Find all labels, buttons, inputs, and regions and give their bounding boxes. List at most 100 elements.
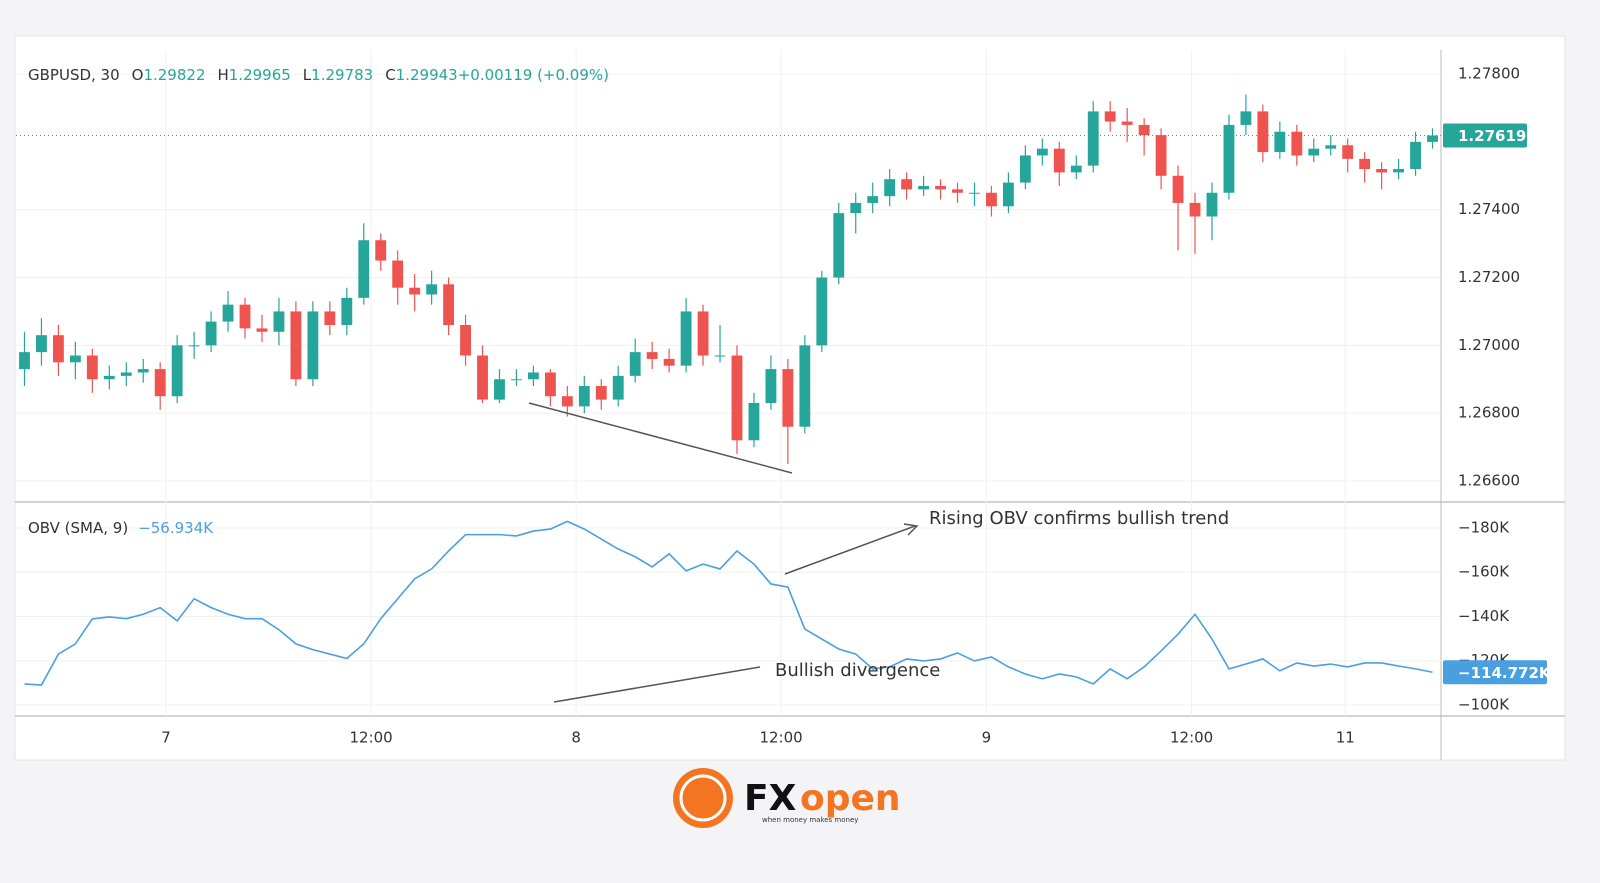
y-tick-label: 1.27800 bbox=[1458, 65, 1520, 83]
trend-arrow bbox=[784, 525, 916, 575]
candle-body bbox=[1342, 145, 1354, 159]
candle-body bbox=[477, 355, 488, 400]
annotation: Rising OBV confirms bullish trend bbox=[929, 508, 1229, 529]
last-value-label: −114.772K bbox=[1458, 664, 1552, 682]
candle-body bbox=[222, 304, 234, 322]
candle-body bbox=[1189, 202, 1201, 217]
candle-body bbox=[612, 375, 624, 400]
y-tick-label: 1.26600 bbox=[1458, 471, 1520, 489]
candle-body bbox=[256, 328, 268, 332]
header-label: C bbox=[385, 66, 395, 84]
candle-body bbox=[1240, 111, 1252, 125]
indicator-title: OBV (SMA, 9) bbox=[28, 519, 128, 537]
logo-icon-ring bbox=[679, 774, 727, 822]
candle-body bbox=[426, 284, 438, 295]
candle-body bbox=[290, 311, 302, 380]
candle-body bbox=[697, 311, 709, 356]
candle-body bbox=[188, 345, 200, 347]
last-value-badge bbox=[1443, 660, 1547, 685]
candle-body bbox=[460, 324, 471, 356]
candle-body bbox=[494, 379, 505, 400]
y-tick-label: −180K bbox=[1458, 518, 1510, 536]
candle-body bbox=[1410, 141, 1421, 170]
candle-body bbox=[1325, 145, 1337, 149]
brand-fx: FX bbox=[744, 778, 797, 819]
candle-body bbox=[36, 335, 47, 353]
candle-body bbox=[239, 304, 251, 329]
x-tick-label: 9 bbox=[982, 729, 992, 747]
x-tick-label: 11 bbox=[1336, 729, 1355, 747]
candle-body bbox=[629, 352, 641, 376]
candle-body bbox=[544, 372, 556, 397]
candle-body bbox=[782, 369, 794, 427]
candle-body bbox=[1002, 182, 1014, 207]
candle-body bbox=[884, 179, 896, 197]
x-tick-label: 12:00 bbox=[349, 729, 392, 747]
chart-header: GBPUSD, 30 O1.29822 H1.29965 L1.29783 C1.299… bbox=[28, 66, 609, 84]
candle-body bbox=[86, 355, 98, 380]
y-tick-label: −140K bbox=[1458, 607, 1510, 625]
candle-body bbox=[952, 189, 963, 193]
candle-body bbox=[1393, 169, 1405, 173]
candle-body bbox=[1291, 131, 1303, 156]
candle-body bbox=[341, 297, 353, 325]
candle-body bbox=[103, 375, 115, 380]
candle-body bbox=[646, 352, 658, 359]
x-tick-label: 8 bbox=[571, 729, 581, 747]
candle-body bbox=[154, 369, 166, 397]
x-tick-label: 12:00 bbox=[1170, 729, 1213, 747]
header-label: H bbox=[217, 66, 228, 84]
candle-body bbox=[663, 358, 675, 366]
candle-body bbox=[1274, 131, 1286, 153]
candle-body bbox=[1121, 121, 1133, 125]
divergence-line bbox=[553, 666, 761, 703]
candle-body bbox=[1070, 165, 1082, 173]
candle-body bbox=[1155, 135, 1167, 176]
candle-body bbox=[1036, 148, 1048, 156]
candle-body bbox=[69, 355, 81, 363]
candle-body bbox=[1257, 111, 1269, 153]
candle-body bbox=[324, 311, 336, 325]
candle-body bbox=[527, 372, 539, 380]
candle-body bbox=[1138, 124, 1150, 136]
candle-body bbox=[1019, 155, 1031, 183]
header-value: 1.29965 bbox=[229, 66, 291, 84]
candle-body bbox=[578, 386, 590, 407]
candle-body bbox=[375, 240, 387, 261]
x-tick-label: 7 bbox=[161, 729, 171, 747]
candle-body bbox=[714, 355, 726, 357]
y-tick-label: 1.27200 bbox=[1458, 268, 1520, 286]
candle-body bbox=[511, 379, 522, 381]
y-tick-label: 1.27400 bbox=[1458, 200, 1520, 218]
header-label: O bbox=[132, 66, 144, 84]
candle-body bbox=[1172, 175, 1184, 203]
candle-body bbox=[205, 321, 217, 346]
candle-body bbox=[137, 369, 149, 373]
brand-open: open bbox=[800, 778, 901, 819]
candle-body bbox=[392, 260, 404, 288]
price-divergence-line bbox=[528, 402, 793, 474]
candle-body bbox=[748, 402, 760, 441]
last-price-badge bbox=[1443, 123, 1527, 148]
candle-body bbox=[799, 345, 811, 427]
candle-body bbox=[969, 192, 980, 194]
candle-body bbox=[901, 179, 913, 190]
candle-body bbox=[1104, 111, 1116, 122]
candle-body bbox=[595, 386, 607, 400]
header-label: GBPUSD, 30 bbox=[28, 66, 120, 84]
header-value: +0.00119 (+0.09%) bbox=[458, 66, 609, 84]
candle-body bbox=[443, 284, 455, 325]
candle-body bbox=[171, 345, 183, 397]
y-tick-label: −160K bbox=[1458, 563, 1510, 581]
candle-body bbox=[816, 277, 828, 346]
brand-tagline: when money makes money bbox=[762, 816, 858, 824]
header-value: 1.29783 bbox=[311, 66, 373, 84]
candle-body bbox=[765, 369, 777, 403]
candle-body bbox=[561, 396, 573, 407]
logo: FX open when money makes money bbox=[673, 768, 901, 828]
header-value: 1.29822 bbox=[143, 66, 205, 84]
candles bbox=[19, 94, 1438, 465]
candle-body bbox=[1427, 135, 1438, 142]
